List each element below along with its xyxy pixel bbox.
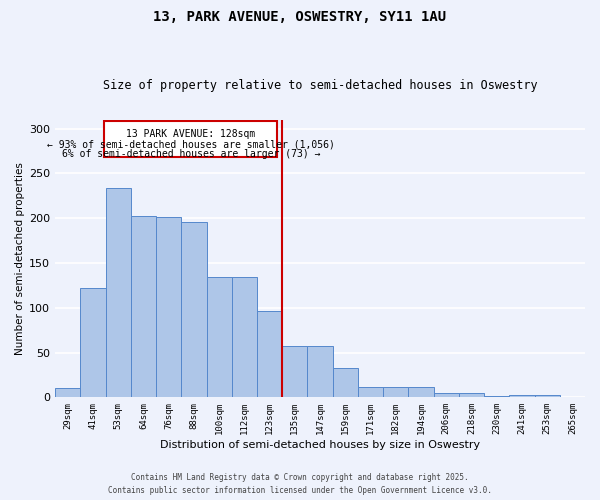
Bar (232, 278, 257, 398)
Y-axis label: Number of semi-detached properties: Number of semi-detached properties (15, 162, 25, 355)
Bar (206, 278, 232, 398)
Bar (106, 188, 131, 398)
Bar (181, 222, 206, 398)
Bar (332, 368, 358, 398)
Bar (131, 216, 156, 398)
Bar (509, 394, 535, 398)
Bar (55, 388, 80, 398)
Text: 6% of semi-detached houses are larger (73) →: 6% of semi-detached houses are larger (7… (62, 149, 320, 159)
Bar (409, 388, 434, 398)
Bar (484, 396, 509, 398)
Bar (257, 312, 282, 398)
Text: ← 93% of semi-detached houses are smaller (1,056): ← 93% of semi-detached houses are smalle… (47, 140, 335, 149)
Text: 13, PARK AVENUE, OSWESTRY, SY11 1AU: 13, PARK AVENUE, OSWESTRY, SY11 1AU (154, 10, 446, 24)
X-axis label: Distribution of semi-detached houses by size in Oswestry: Distribution of semi-detached houses by … (160, 440, 480, 450)
Bar (383, 388, 409, 398)
Bar (80, 288, 106, 398)
Bar (434, 393, 459, 398)
Bar (459, 393, 484, 398)
Bar (358, 386, 383, 398)
Text: 13 PARK AVENUE: 128sqm: 13 PARK AVENUE: 128sqm (126, 128, 256, 138)
Bar (307, 346, 332, 398)
Title: Size of property relative to semi-detached houses in Oswestry: Size of property relative to semi-detach… (103, 79, 538, 92)
Bar (104, 122, 277, 157)
Bar (535, 394, 560, 398)
Bar (156, 217, 181, 398)
Bar (282, 346, 307, 398)
Text: Contains HM Land Registry data © Crown copyright and database right 2025.
Contai: Contains HM Land Registry data © Crown c… (108, 474, 492, 495)
